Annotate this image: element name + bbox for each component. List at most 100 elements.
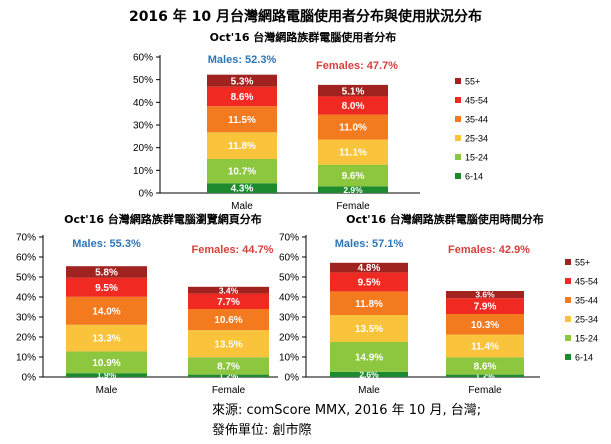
legend-label: 25-34 (575, 315, 598, 325)
bar-segment-35-44 (207, 106, 277, 133)
data-label: 11.8% (355, 299, 383, 310)
data-label: 1.9% (97, 370, 117, 380)
data-label: 3.6% (475, 290, 495, 300)
x-category-label: Female (468, 385, 502, 396)
bar-segment-45-54 (446, 298, 524, 314)
legend-swatch (565, 335, 571, 341)
bar-segment-55+ (207, 74, 277, 87)
y-tick-label: 30% (279, 313, 299, 324)
bar-segment-35-44 (188, 309, 269, 331)
bar-segment-25-34 (188, 330, 269, 358)
bar-segment-15-24 (188, 357, 269, 375)
y-tick-label: 40% (133, 98, 153, 109)
bar-segment-15-24 (446, 357, 524, 375)
legend-label: 55+ (575, 258, 590, 268)
data-label: 4.8% (358, 263, 381, 274)
data-label: 8.6% (231, 92, 254, 103)
bar-segment-55+ (446, 291, 524, 299)
bar-segment-45-54 (188, 293, 269, 309)
data-label: 10.9% (92, 358, 120, 369)
data-label: 9.6% (342, 171, 365, 182)
data-label: 9.5% (95, 283, 118, 294)
data-label: 10.6% (214, 315, 242, 326)
legend-swatch (565, 354, 571, 360)
legend-label: 6-14 (465, 172, 483, 182)
y-tick-label: 40% (279, 293, 299, 304)
legend-swatch (455, 116, 461, 122)
data-label: 14.0% (92, 306, 120, 317)
y-tick-label: 30% (16, 313, 36, 324)
y-tick-label: 60% (16, 253, 36, 264)
y-tick-label: 0% (139, 189, 154, 200)
legend-label: 55+ (465, 77, 480, 87)
data-label: 2.9% (343, 185, 363, 195)
x-category-label: Male (96, 385, 118, 396)
y-tick-label: 10% (279, 353, 299, 364)
y-tick-label: 10% (16, 353, 36, 364)
data-label: 11.0% (339, 123, 367, 134)
bar-segment-6-14 (188, 374, 269, 377)
legend-label: 35-44 (575, 296, 598, 306)
females-total-label: Females: 47.7% (316, 60, 398, 72)
data-label: 13.5% (355, 324, 383, 335)
males-total-label: Males: 55.3% (72, 238, 141, 250)
data-label: 2.6% (359, 369, 379, 379)
legend-label: 45-54 (465, 96, 488, 106)
chart-title: Oct'16 台灣網路族群電腦使用者分布 (210, 30, 397, 44)
y-tick-label: 60% (279, 253, 299, 264)
legend-label: 35-44 (465, 115, 488, 125)
x-category-label: Male (231, 201, 253, 212)
data-label: 5.1% (342, 86, 365, 97)
bar-segment-55+ (318, 84, 388, 97)
bar-segment-45-54 (207, 86, 277, 107)
males-total-label: Males: 52.3% (208, 54, 277, 66)
bar-segment-15-24 (207, 159, 277, 184)
data-label: 7.9% (474, 302, 497, 313)
bar-segment-6-14 (318, 186, 388, 193)
legend-swatch (565, 297, 571, 303)
y-tick-label: 30% (133, 121, 153, 132)
y-tick-label: 20% (16, 333, 36, 344)
y-tick-label: 60% (133, 53, 153, 64)
publisher-line: 發佈單位: 創市際 (212, 423, 312, 438)
legend-swatch (565, 259, 571, 265)
legend-swatch (455, 173, 461, 179)
females-total-label: Females: 42.9% (448, 244, 530, 256)
data-label: 11.1% (339, 148, 367, 159)
legend-label: 25-34 (465, 134, 488, 144)
legend-swatch (565, 316, 571, 322)
bar-segment-45-54 (318, 96, 388, 115)
y-tick-label: 20% (279, 333, 299, 344)
data-label: 8.7% (217, 362, 240, 373)
data-label: 11.5% (228, 115, 256, 126)
bar-segment-6-14 (66, 373, 147, 377)
data-label: 1.2% (475, 371, 495, 381)
data-label: 10.3% (471, 320, 499, 331)
legend-swatch (565, 278, 571, 284)
bar-segment-25-34 (318, 139, 388, 165)
males-total-label: Males: 57.1% (335, 238, 404, 250)
data-label: 3.4% (219, 285, 239, 295)
y-tick-label: 10% (133, 166, 153, 177)
legend-label: 6-14 (575, 353, 593, 363)
y-tick-label: 50% (133, 75, 153, 86)
bar-segment-25-34 (66, 324, 147, 352)
bar-segment-15-24 (330, 342, 408, 372)
y-tick-label: 20% (133, 143, 153, 154)
main-title: 2016 年 10 月台灣網路電腦使用者分布與使用狀況分布 (128, 9, 483, 25)
y-tick-label: 50% (16, 273, 36, 284)
data-label: 13.5% (214, 339, 242, 350)
bar-segment-15-24 (66, 351, 147, 374)
data-label: 14.9% (355, 353, 383, 364)
legend-label: 45-54 (575, 277, 598, 287)
y-tick-label: 50% (279, 273, 299, 284)
chart-title: Oct'16 台灣網路族群電腦瀏覽網頁分布 (64, 212, 262, 226)
data-label: 8.0% (342, 101, 365, 112)
y-tick-label: 0% (22, 373, 37, 384)
data-label: 7.7% (217, 297, 240, 308)
data-label: 5.3% (231, 76, 254, 87)
bar-segment-45-54 (66, 277, 147, 297)
